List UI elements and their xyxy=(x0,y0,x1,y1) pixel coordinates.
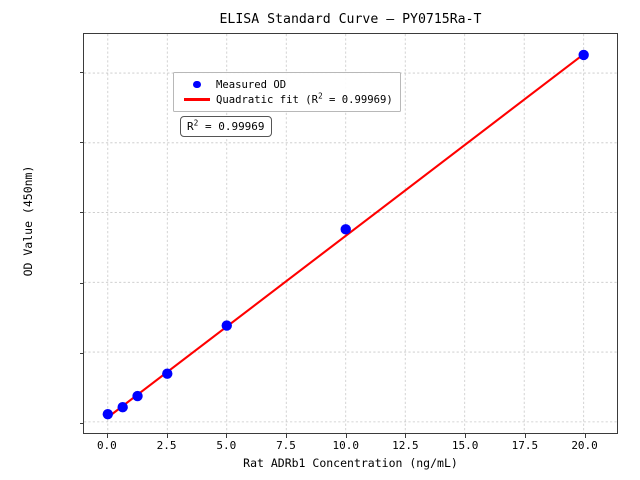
x-tick-mark xyxy=(106,434,108,438)
data-layer xyxy=(102,49,589,420)
x-tick-label: 15.0 xyxy=(451,439,479,452)
x-tick-label: 12.5 xyxy=(392,439,419,452)
x-tick-label: 0.0 xyxy=(96,439,117,452)
chart-title: ELISA Standard Curve – PY0715Ra-T xyxy=(219,12,482,27)
x-tick-mark xyxy=(226,434,228,438)
x-tick-mark xyxy=(465,434,467,438)
y-tick-mark xyxy=(79,212,83,214)
legend-label-quadratic-fit: Quadratic fit (R2 = 0.99969) xyxy=(214,90,393,106)
data-point xyxy=(221,320,232,331)
data-point xyxy=(117,402,128,413)
x-tick-label: 5.0 xyxy=(216,439,237,452)
r2-suffix: = 0.99969 xyxy=(198,120,265,133)
y-tick-mark xyxy=(79,422,83,424)
x-tick-label: 7.5 xyxy=(276,439,296,452)
legend-item-quadratic-fit: Quadratic fit (R2 = 0.99969) xyxy=(180,92,393,107)
x-tick-mark xyxy=(286,434,287,438)
y-tick-mark xyxy=(79,352,83,354)
data-point xyxy=(132,390,143,402)
legend-line-icon xyxy=(180,98,214,101)
data-point xyxy=(162,368,173,379)
x-tick-label: 17.5 xyxy=(511,439,539,452)
x-tick-mark xyxy=(405,434,407,438)
x-tick-mark xyxy=(345,434,347,438)
legend: Measured OD Quadratic fit (R2 = 0.99969) xyxy=(173,72,401,112)
r2-superscript: 2 xyxy=(193,118,199,128)
x-axis-label: Rat ADRb1 Concentration (ng/mL) xyxy=(243,456,458,470)
y-tick-mark xyxy=(79,72,83,74)
legend-fit-prefix: Quadratic fit (R xyxy=(216,93,319,106)
legend-item-measured-od: Measured OD xyxy=(180,77,393,92)
x-tick-label: 20.0 xyxy=(571,439,598,452)
fit-line xyxy=(107,53,585,419)
data-point xyxy=(102,408,113,420)
x-tick-mark xyxy=(524,434,526,438)
x-tick-mark xyxy=(166,434,168,438)
legend-dot-icon xyxy=(180,80,214,89)
data-point xyxy=(578,49,589,61)
x-tick-mark xyxy=(584,434,586,438)
data-point xyxy=(340,224,351,235)
y-tick-mark xyxy=(79,142,83,144)
r-squared-annotation: R2 = 0.99969 xyxy=(180,116,272,137)
legend-label-measured-od: Measured OD xyxy=(216,78,287,91)
plot-area: Measured OD Quadratic fit (R2 = 0.99969)… xyxy=(83,33,618,434)
legend-fit-superscript: 2 xyxy=(318,90,323,100)
legend-fit-suffix: = 0.99969) xyxy=(322,93,393,106)
y-tick-mark xyxy=(79,282,83,284)
y-axis-label: OD Value (450nm) xyxy=(21,165,35,277)
x-tick-label: 10.0 xyxy=(332,439,359,452)
x-tick-label: 2.5 xyxy=(156,439,177,452)
r2-prefix: R xyxy=(187,120,194,133)
